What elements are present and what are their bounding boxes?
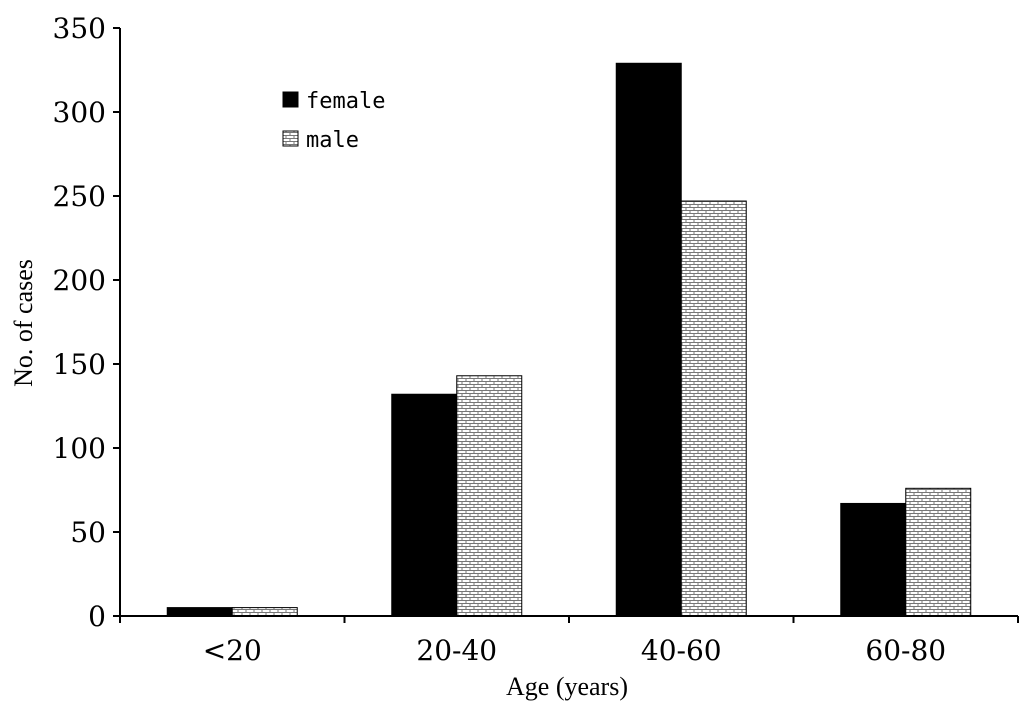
bar-female-1 (391, 393, 458, 617)
y-tick-label: 0 (88, 600, 106, 633)
legend-swatch-female (282, 91, 299, 108)
bar-male-2 (680, 200, 747, 617)
y-tick-label: 50 (70, 516, 106, 549)
bars-group (166, 62, 972, 617)
bar-female-0 (166, 607, 233, 617)
y-tick-label: 300 (53, 96, 106, 129)
bar-male-3 (905, 487, 972, 617)
bar-female-2 (615, 62, 682, 617)
y-tick-label: 200 (53, 264, 106, 297)
y-axis-title: No. of cases (9, 259, 38, 387)
y-tick-label: 250 (53, 180, 106, 213)
bar-male-1 (456, 375, 523, 617)
y-tick-label: 350 (53, 12, 106, 45)
y-tick-label: 150 (53, 348, 106, 381)
legend-swatch-male (282, 130, 299, 147)
bar-male-0 (231, 607, 298, 617)
legend: female male (282, 89, 385, 153)
bar-female-3 (840, 502, 907, 617)
legend-label-female: female (306, 89, 385, 114)
axes: 0 50 100 150 200 250 300 350 <20 20-40 40-60 60-80 (53, 12, 1019, 667)
legend-label-male: male (306, 128, 359, 153)
x-axis-title: Age (years) (506, 672, 628, 701)
y-tick-label: 100 (53, 432, 106, 465)
x-tick-label: 60-80 (865, 634, 946, 667)
x-tick-label: 20-40 (416, 634, 497, 667)
x-tick-label: 40-60 (641, 634, 722, 667)
x-tick-label: <20 (203, 634, 262, 667)
